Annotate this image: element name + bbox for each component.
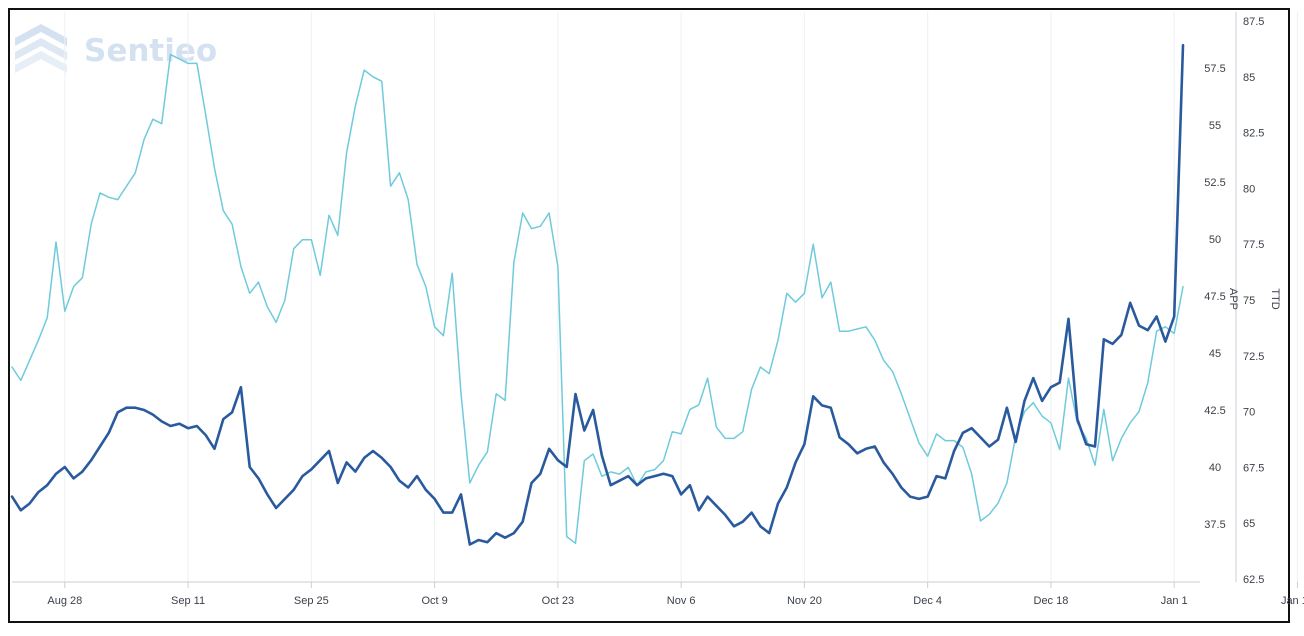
ttd-tick-label: 72.5: [1243, 351, 1264, 363]
x-tick-label: Jan 1: [1161, 595, 1188, 607]
app-tick-label: 57.5: [1204, 63, 1225, 75]
x-axis-ticks: Aug 28 Sep 11 Sep 25 Oct 9 Oct 23 Nov 6 Nov 20…: [47, 582, 1304, 607]
x-tick-label: Sep 25: [294, 595, 329, 607]
x-tick-label: Dec 18: [1034, 595, 1069, 607]
app-tick-label: 45: [1209, 348, 1221, 360]
app-tick-label: 42.5: [1204, 405, 1225, 417]
app-tick-label: 50: [1209, 234, 1221, 246]
x-tick-label: Nov 20: [787, 595, 822, 607]
app-series-line: [10, 43, 1185, 546]
ttd-series-line: [11, 53, 1184, 545]
ttd-tick-label: 85: [1243, 72, 1255, 84]
app-tick-label: 55: [1209, 120, 1221, 132]
app-axis-ticks: 37.5 40 42.5 45 47.5 50 52.5 55 57.5: [1204, 63, 1225, 531]
ttd-tick-label: 77.5: [1243, 239, 1264, 251]
ttd-axis-title: TTD: [1269, 288, 1281, 309]
ttd-tick-label: 82.5: [1243, 128, 1264, 140]
ttd-axis-ticks: 62.5 65 67.5 70 72.5 75 77.5 80 82.5 85 87.5: [1243, 16, 1264, 586]
chart-frame: [8, 8, 1290, 623]
ttd-tick-label: 65: [1243, 518, 1255, 530]
ttd-tick-label: 75: [1243, 295, 1255, 307]
ttd-tick-label: 62.5: [1243, 574, 1264, 586]
x-tick-label: Aug 28: [47, 595, 82, 607]
ttd-tick-label: 67.5: [1243, 462, 1264, 474]
x-tick-label: Dec 4: [913, 595, 942, 607]
ttd-tick-label: 80: [1243, 183, 1255, 195]
ttd-tick-label: 87.5: [1243, 16, 1264, 28]
app-tick-label: 40: [1209, 462, 1221, 474]
sentieo-logo: Sentieo: [15, 24, 217, 73]
x-tick-label: Oct 23: [542, 595, 574, 607]
x-tick-label: Jan 15: [1281, 595, 1304, 607]
x-tick-label: Nov 6: [667, 595, 696, 607]
x-tick-label: Oct 9: [421, 595, 447, 607]
app-tick-label: 47.5: [1204, 291, 1225, 303]
sentieo-logo-mark-icon: [15, 24, 67, 73]
app-tick-label: 52.5: [1204, 177, 1225, 189]
x-gridlines: [64, 12, 1298, 582]
ttd-tick-label: 70: [1243, 407, 1255, 419]
series-lines: [10, 43, 1185, 546]
app-tick-label: 37.5: [1204, 519, 1225, 531]
app-axis-title: APP: [1227, 288, 1239, 310]
x-tick-label: Sep 11: [171, 595, 205, 607]
